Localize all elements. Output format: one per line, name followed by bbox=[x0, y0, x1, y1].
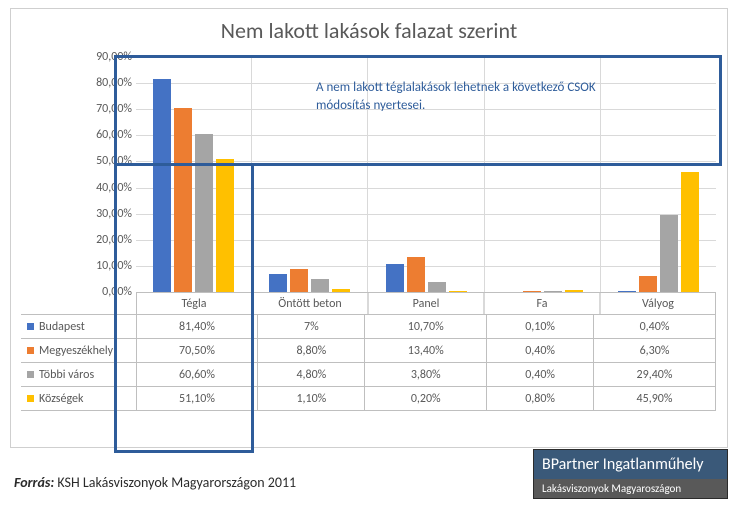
source-label: Forrás: bbox=[14, 474, 54, 491]
table-cell: 8,80% bbox=[258, 339, 365, 363]
bar bbox=[407, 257, 425, 292]
bar bbox=[639, 276, 657, 292]
table-cell: 0,40% bbox=[487, 363, 594, 387]
x-label: Panel bbox=[368, 293, 484, 314]
x-label: Fa bbox=[484, 293, 600, 314]
bar bbox=[290, 269, 308, 292]
badge-top: BPartner Ingatlanműhely bbox=[534, 450, 727, 479]
series-name: Budapest bbox=[39, 320, 85, 334]
table-cell: 0,10% bbox=[487, 315, 594, 339]
bar bbox=[386, 264, 404, 292]
badge-bottom: Lakásviszonyok Magyaroszágon bbox=[534, 479, 727, 498]
table-cell: 1,10% bbox=[258, 387, 365, 411]
table-cell: 10,70% bbox=[365, 315, 487, 339]
x-label: Öntött beton bbox=[252, 293, 368, 314]
bar bbox=[311, 279, 329, 292]
brand-badge: BPartner Ingatlanműhely Lakásviszonyok M… bbox=[533, 449, 728, 499]
legend-swatch bbox=[27, 371, 34, 378]
series-name: Községek bbox=[39, 392, 83, 406]
table-cell: 0,40% bbox=[487, 339, 594, 363]
table-cell: 45,90% bbox=[594, 387, 716, 411]
series-name: Megyeszékhely bbox=[39, 344, 113, 358]
bar bbox=[681, 172, 699, 292]
table-cell: 0,80% bbox=[487, 387, 594, 411]
table-cell: 0,40% bbox=[594, 315, 716, 339]
callout-box-extension bbox=[114, 163, 254, 453]
chart-container: Nem lakott lakások falazat szerint 0,00%… bbox=[10, 8, 728, 448]
series-name: Többi város bbox=[39, 368, 94, 382]
table-cell: 7% bbox=[258, 315, 365, 339]
table-cell: 3,80% bbox=[365, 363, 487, 387]
bar bbox=[428, 282, 446, 292]
bar bbox=[269, 274, 287, 292]
table-cell: 4,80% bbox=[258, 363, 365, 387]
chart-title: Nem lakott lakások falazat szerint bbox=[11, 9, 727, 50]
table-cell: 6,30% bbox=[594, 339, 716, 363]
legend-swatch bbox=[27, 323, 34, 330]
bar bbox=[660, 215, 678, 292]
legend-swatch bbox=[27, 347, 34, 354]
legend-swatch bbox=[27, 395, 34, 402]
x-label: Vályog bbox=[600, 293, 716, 314]
table-cell: 29,40% bbox=[594, 363, 716, 387]
source-line: Forrás: KSH Lakásviszonyok Magyarországo… bbox=[14, 474, 296, 491]
table-cell: 0,20% bbox=[365, 387, 487, 411]
table-cell: 13,40% bbox=[365, 339, 487, 363]
source-text: KSH Lakásviszonyok Magyarországon 2011 bbox=[57, 474, 296, 491]
callout-text: A nem lakott téglalakások lehetnek a köv… bbox=[316, 79, 636, 114]
